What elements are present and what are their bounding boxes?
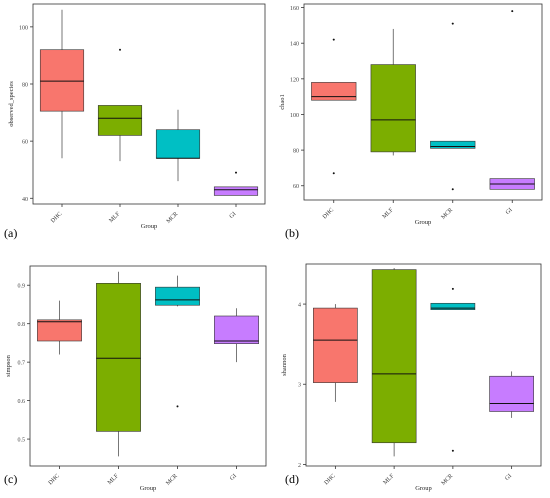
x-tick-label: MCR xyxy=(441,473,455,487)
outlier-point xyxy=(332,38,335,41)
outlier-point xyxy=(451,188,454,191)
y-tick-label: 0.8 xyxy=(18,322,26,328)
outlier-point xyxy=(332,172,335,175)
x-tick-label: DHC xyxy=(322,207,335,220)
box-dhc xyxy=(313,307,358,383)
y-axis-label: shannon xyxy=(281,353,288,375)
box-mcr xyxy=(155,129,201,159)
y-tick-label: 100 xyxy=(290,113,299,119)
plot-frame xyxy=(32,3,266,205)
y-tick-label: 140 xyxy=(290,42,299,48)
box-mlf xyxy=(370,64,416,153)
y-axis-label: chao1 xyxy=(279,94,286,110)
boxplot-a: 40 60 80 100 observed_species Group DHC MLF MCR G… xyxy=(8,3,266,230)
y-tick-label: 80 xyxy=(22,83,28,89)
x-tick-label: GI xyxy=(229,473,238,482)
box-mcr xyxy=(430,140,476,149)
x-tick-label: MCR xyxy=(166,211,180,225)
x-tick-label: MLF xyxy=(382,207,395,220)
plot-frame xyxy=(303,3,543,201)
box-mlf xyxy=(96,283,141,432)
plot-frame xyxy=(29,265,267,467)
y-tick-label: 60 xyxy=(22,140,28,146)
y-tick-label: 0.5 xyxy=(18,438,26,444)
y-tick-label: 0.6 xyxy=(18,399,26,405)
y-tick-label: 3 xyxy=(298,383,301,389)
boxplot-d: 2 3 4 shannon Group DHC MLF MCR GI xyxy=(281,263,542,492)
y-tick-label: 120 xyxy=(290,77,299,83)
outlier-point xyxy=(235,171,237,174)
box-dhc xyxy=(311,82,357,101)
y-tick-label: 80 xyxy=(293,149,299,155)
y-tick-label: 0.9 xyxy=(18,284,26,290)
box-dhc xyxy=(39,49,85,112)
x-tick-label: GI xyxy=(229,211,238,220)
box-gi xyxy=(489,375,534,412)
chart-panel-b: 60 80 100 120 140 160 chao1 Group DHC MLF MCR GI (b… xyxy=(275,0,550,246)
x-axis-label: Group xyxy=(415,485,432,492)
chart-panel-a: 40 60 80 100 observed_species Group DHC MLF MCR G… xyxy=(0,0,275,246)
x-tick-label: MCR xyxy=(165,473,179,487)
y-axis-label: simpson xyxy=(5,354,12,376)
outlier-point xyxy=(451,449,454,452)
x-tick-label: DHC xyxy=(48,473,61,486)
y-tick-label: 60 xyxy=(293,184,299,190)
box-mcr xyxy=(430,302,476,310)
box-mcr xyxy=(155,286,200,306)
x-tick-label: GI xyxy=(504,473,513,482)
x-tick-label: MLF xyxy=(383,473,396,486)
outlier-point xyxy=(176,405,179,408)
panel-label: (b) xyxy=(285,226,299,240)
x-tick-label: MCR xyxy=(440,207,454,221)
boxplot-c: 0.5 0.6 0.7 0.8 0.9 simpson Group DHC MLF MCR GI xyxy=(5,265,267,492)
x-axis-label: Group xyxy=(415,219,432,226)
x-tick-label: MLF xyxy=(108,211,121,224)
x-axis-label: Group xyxy=(140,485,157,492)
panel-label: (a) xyxy=(4,226,18,240)
outlier-point xyxy=(451,287,454,290)
outlier-point xyxy=(451,22,454,25)
box-gi xyxy=(214,315,259,344)
x-tick-label: GI xyxy=(505,207,514,216)
y-tick-label: 4 xyxy=(298,303,301,309)
outlier-point xyxy=(119,48,121,51)
chart-panel-c: 0.5 0.6 0.7 0.8 0.9 simpson Group DHC MLF MCR GI (… xyxy=(0,256,275,493)
box-mlf xyxy=(371,269,417,444)
x-tick-label: MLF xyxy=(107,473,120,486)
boxplot-b: 60 80 100 120 140 160 chao1 Group DHC MLF MCR GI xyxy=(279,3,543,226)
y-tick-label: 100 xyxy=(19,25,28,31)
y-tick-label: 160 xyxy=(290,6,299,12)
outlier-point xyxy=(511,10,514,13)
y-tick-label: 2 xyxy=(298,463,301,469)
plot-frame xyxy=(305,263,542,467)
box-gi xyxy=(213,186,259,196)
x-tick-label: DHC xyxy=(50,211,63,224)
panel-label: (c) xyxy=(4,472,18,486)
panel-label: (d) xyxy=(285,472,299,486)
y-tick-label: 40 xyxy=(22,197,28,203)
x-tick-label: DHC xyxy=(324,473,337,486)
box-mlf xyxy=(97,105,143,136)
y-tick-label: 0.7 xyxy=(18,361,26,367)
box-dhc xyxy=(37,319,82,342)
chart-panel-d: 2 3 4 shannon Group DHC MLF MCR GI (d) xyxy=(275,256,550,493)
x-axis-label: Group xyxy=(141,223,158,230)
y-axis-label: observed_species xyxy=(8,81,15,127)
